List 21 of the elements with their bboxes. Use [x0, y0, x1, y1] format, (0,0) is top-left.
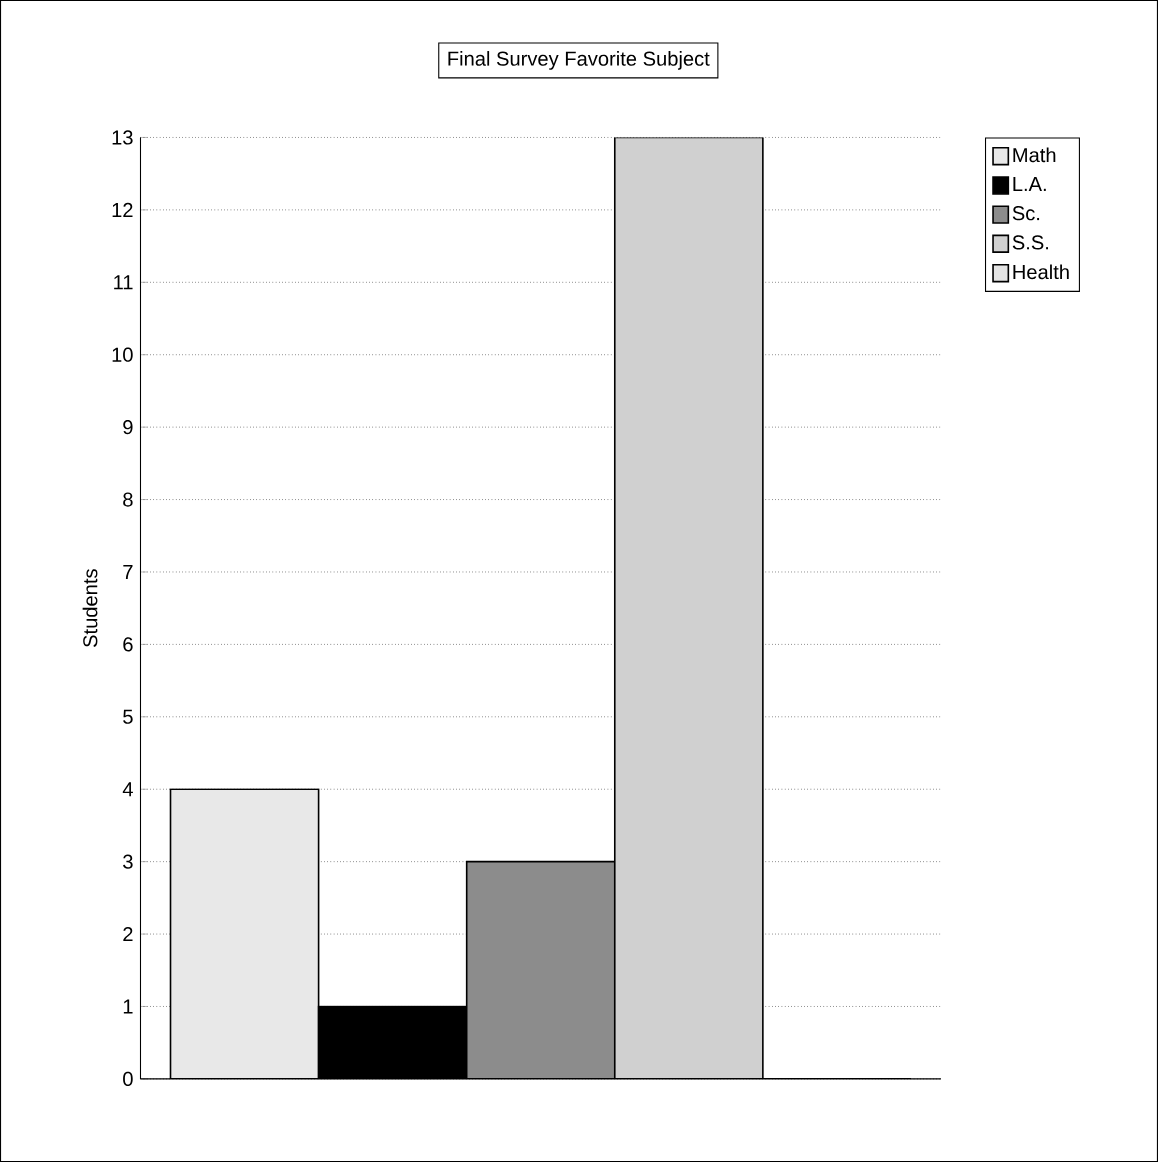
y-tick-label: 0	[123, 1071, 133, 1087]
legend-label: S.S.	[1012, 235, 1049, 250]
y-tick-label: 1	[123, 999, 133, 1014]
y-tick-label: 8	[123, 492, 133, 507]
y-tick-label: 4	[122, 782, 133, 797]
y-tick-label: 10	[112, 347, 133, 362]
y-tick-label: 13	[112, 130, 133, 145]
legend-label: Health	[1013, 264, 1069, 280]
y-tick-label: 2	[123, 927, 133, 942]
y-tick-label: 11	[114, 275, 133, 290]
y-axis-title: Students	[82, 569, 98, 648]
y-tick-label: 6	[123, 637, 133, 652]
y-tick-label: 3	[123, 854, 133, 869]
chart-title: Final Survey Favorite Subject	[448, 51, 710, 70]
y-tick-label: 5	[123, 709, 133, 724]
legend-label: Sc.	[1012, 206, 1040, 221]
y-tick-label: 7	[123, 565, 133, 579]
legend-label: Math	[1013, 147, 1056, 163]
y-tick-label: 12	[112, 202, 133, 217]
legend-label: L.A.	[1013, 177, 1046, 191]
y-tick-label: 9	[123, 420, 133, 435]
